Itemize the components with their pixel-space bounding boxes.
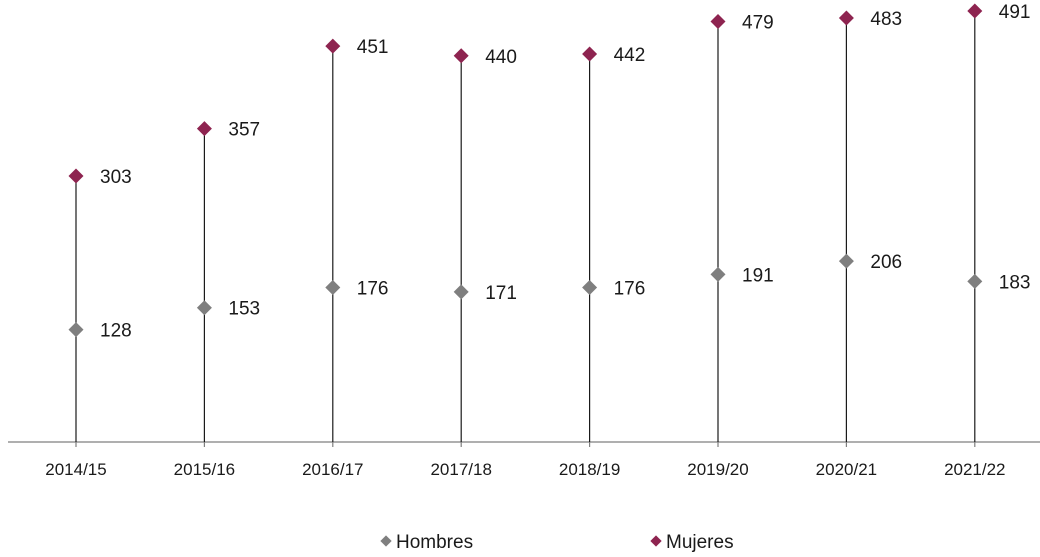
x-tick-label-2016/17: 2016/17	[302, 460, 363, 479]
marker-hombres-2019/20	[710, 266, 726, 282]
data-label-hombres-2014/15: 128	[100, 321, 132, 342]
marker-hombres-2016/17	[325, 280, 341, 296]
marker-hombres-2014/15	[68, 322, 84, 338]
data-label-mujeres-2021/22: 491	[999, 2, 1031, 23]
marker-hombres-2018/19	[582, 280, 598, 296]
marker-mujeres-2020/21	[838, 10, 854, 26]
dot-plot-chart: 2014/15 2015/16 2016/17 2017/18 2018/19 2019/…	[8, 2, 1040, 479]
data-label-mujeres-2018/19: 442	[614, 45, 646, 66]
data-label-mujeres-2017/18: 440	[485, 47, 517, 68]
marker-hombres-2021/22	[967, 273, 983, 289]
x-tick-label-2014/15: 2014/15	[45, 460, 106, 479]
x-tick-label-2021/22: 2021/22	[944, 460, 1005, 479]
data-label-mujeres-2020/21: 483	[870, 9, 902, 30]
marker-mujeres-2021/22	[967, 3, 983, 19]
x-tick-label-2017/18: 2017/18	[430, 460, 491, 479]
legend-marker-mujeres	[650, 535, 662, 547]
data-label-hombres-2021/22: 183	[999, 272, 1031, 293]
marker-mujeres-2019/20	[710, 14, 726, 30]
data-label-mujeres-2014/15: 303	[100, 167, 132, 188]
data-label-mujeres-2019/20: 479	[742, 13, 774, 34]
data-label-mujeres-2015/16: 357	[228, 120, 260, 141]
data-label-hombres-2018/19: 176	[614, 279, 646, 300]
data-label-hombres-2017/18: 171	[485, 283, 517, 304]
x-tick-label-2018/19: 2018/19	[559, 460, 620, 479]
marker-hombres-2015/16	[196, 300, 212, 316]
marker-mujeres-2016/17	[325, 38, 341, 54]
legend-item-hombres: Hombres	[380, 532, 474, 554]
x-tick-label-2019/20: 2019/20	[687, 460, 748, 479]
data-label-hombres-2015/16: 153	[228, 299, 260, 320]
data-label-hombres-2016/17: 176	[357, 279, 389, 300]
legend-marker-hombres	[380, 535, 392, 547]
marker-mujeres-2015/16	[196, 121, 212, 137]
legend-label-mujeres: Mujeres	[666, 532, 734, 553]
legend-item-mujeres: Mujeres	[650, 532, 734, 554]
marker-mujeres-2018/19	[582, 46, 598, 62]
legend: Hombres Mujeres	[0, 530, 1040, 557]
x-tick-label-2020/21: 2020/21	[816, 460, 877, 479]
marker-hombres-2017/18	[453, 284, 469, 300]
data-label-hombres-2019/20: 191	[742, 265, 774, 286]
marker-mujeres-2017/18	[453, 48, 469, 64]
data-label-hombres-2020/21: 206	[870, 252, 902, 273]
marker-hombres-2020/21	[838, 253, 854, 269]
marker-mujeres-2014/15	[68, 168, 84, 184]
x-tick-label-2015/16: 2015/16	[174, 460, 235, 479]
legend-label-hombres: Hombres	[396, 532, 474, 553]
data-label-mujeres-2016/17: 451	[357, 37, 389, 58]
